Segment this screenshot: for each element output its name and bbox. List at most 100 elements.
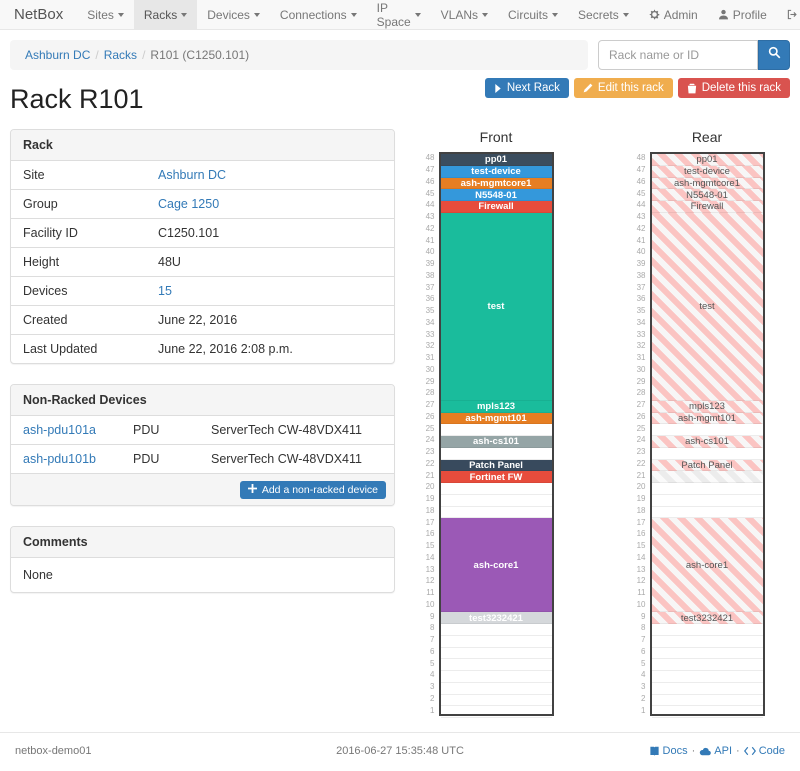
empty-unit — [440, 448, 552, 460]
rack-device-front[interactable]: ash-core1 — [440, 518, 552, 613]
footer-link-separator: · — [736, 745, 740, 757]
rack-device-rear[interactable]: mpls123 — [651, 400, 763, 413]
unit-number: 22 — [425, 458, 435, 468]
rack-device-front[interactable]: Fortinet FW — [440, 471, 552, 483]
rack-device-rear[interactable]: ash-mgmtcore1 — [651, 177, 763, 190]
empty-unit — [440, 624, 552, 636]
rack-device-front[interactable]: ash-mgmtcore1 — [440, 177, 552, 190]
empty-unit — [651, 424, 763, 436]
footer-hostname: netbox-demo01 — [15, 745, 92, 757]
rack-device-rear[interactable] — [651, 471, 763, 483]
empty-unit — [651, 483, 763, 495]
rack-device-front[interactable]: mpls123 — [440, 400, 552, 413]
nav-item-circuits[interactable]: Circuits — [498, 0, 568, 29]
rack-device-front[interactable]: Firewall — [440, 201, 552, 213]
unit-number: 5 — [430, 658, 435, 668]
edit-rack-button[interactable]: Edit this rack — [573, 78, 673, 98]
unit-number: 41 — [636, 235, 646, 245]
rack-device-rear[interactable]: ash-core1 — [651, 518, 763, 613]
unit-number: 42 — [636, 223, 646, 233]
non-racked-devices-panel: Non-Racked Devices ash-pdu101a PDU ServerT… — [10, 384, 395, 506]
search-button[interactable] — [758, 40, 790, 70]
caret-down-icon — [117, 13, 124, 17]
nav-item-devices[interactable]: Devices — [197, 0, 270, 29]
rack-device-rear[interactable]: N5548-01 — [651, 189, 763, 201]
front-elevation: Front 48 47 46 45 44 43 42 41 40 39 38 37 36 35 34 33 32… — [421, 129, 554, 718]
unit-number: 22 — [636, 458, 646, 468]
device-link[interactable]: ash-pdu101a — [23, 423, 96, 437]
rack-device-front[interactable]: test3232421 — [440, 612, 552, 624]
rack-device-front[interactable]: Patch Panel — [440, 459, 552, 472]
nav-item-secrets[interactable]: Secrets — [568, 0, 639, 29]
unit-number: 30 — [425, 364, 435, 374]
empty-unit — [651, 636, 763, 648]
trash-icon — [687, 83, 697, 94]
rack-device-front[interactable]: ash-cs101 — [440, 436, 552, 448]
nav-item-racks[interactable]: Racks — [133, 0, 198, 29]
rack-attribute-row: Last Updated June 22, 2016 2:08 p.m. — [11, 334, 394, 363]
attribute-value-link[interactable]: Cage 1250 — [158, 197, 220, 211]
rack-device-rear[interactable]: test — [651, 212, 763, 401]
nav-item-profile[interactable]: Profile — [708, 0, 777, 29]
empty-unit — [440, 683, 552, 695]
unit-number: 5 — [641, 658, 646, 668]
delete-rack-button[interactable]: Delete this rack — [677, 78, 790, 98]
empty-unit — [651, 659, 763, 671]
unit-number: 7 — [641, 635, 646, 645]
brand-logo[interactable]: NetBox — [14, 6, 64, 23]
rack-device-front[interactable]: test — [440, 212, 552, 401]
nav-item-vlans[interactable]: VLANs — [431, 0, 498, 29]
rack-device-rear[interactable]: Firewall — [651, 201, 763, 213]
footer-timestamp: 2016-06-27 15:35:48 UTC — [336, 745, 464, 757]
empty-unit — [651, 448, 763, 460]
add-non-racked-device-button[interactable]: Add a non-racked device — [239, 481, 386, 499]
footer-link-api[interactable]: API — [699, 745, 732, 757]
attribute-value-link[interactable]: 15 — [158, 284, 172, 298]
rack-panel: Rack Site Ashburn DC Group Cage 1250 Facilit… — [10, 129, 395, 364]
rack-device-rear[interactable]: ash-mgmt101 — [651, 412, 763, 425]
rack-device-rear[interactable]: pp01 — [651, 154, 763, 166]
footer-link-code[interactable]: Code — [743, 745, 785, 757]
attribute-value-link[interactable]: Ashburn DC — [158, 168, 227, 182]
unit-number: 19 — [636, 494, 646, 504]
footer-links: Docs · API · Code — [531, 745, 785, 757]
rack-device-rear[interactable]: test-device — [651, 165, 763, 178]
unit-number: 14 — [425, 552, 435, 562]
attribute-label: Facility ID — [23, 226, 78, 240]
search-icon — [768, 46, 781, 64]
non-racked-panel-footer: Add a non-racked device — [11, 473, 394, 505]
breadcrumb-item[interactable]: Ashburn DC — [25, 48, 91, 62]
rack-device-rear[interactable]: ash-cs101 — [651, 436, 763, 448]
unit-number: 8 — [641, 623, 646, 633]
rack-attribute-row: Site Ashburn DC — [11, 161, 394, 189]
nav-item-connections[interactable]: Connections — [270, 0, 367, 29]
unit-number: 1 — [430, 705, 435, 715]
breadcrumb-item[interactable]: Racks — [103, 48, 138, 62]
rack-attribute-row: Devices 15 — [11, 276, 394, 305]
unit-number: 11 — [426, 588, 435, 598]
rack-device-front[interactable]: ash-mgmt101 — [440, 412, 552, 425]
rack-device-front[interactable]: pp01 — [440, 154, 552, 166]
rack-device-front[interactable]: test-device — [440, 165, 552, 178]
nav-item-ip-space[interactable]: IP Space — [367, 0, 431, 29]
search-input[interactable] — [598, 40, 758, 70]
non-racked-panel-title: Non-Racked Devices — [11, 385, 394, 416]
unit-number: 26 — [425, 411, 435, 421]
unit-number: 25 — [636, 423, 646, 433]
unit-number: 45 — [425, 188, 435, 198]
footer-link-docs[interactable]: Docs — [649, 745, 688, 757]
unit-number: 40 — [425, 247, 435, 257]
rack-device-front[interactable]: N5548-01 — [440, 189, 552, 201]
unit-number: 35 — [636, 306, 646, 316]
device-link[interactable]: ash-pdu101b — [23, 452, 96, 466]
rack-device-rear[interactable]: test3232421 — [651, 612, 763, 624]
attribute-label: Devices — [23, 284, 68, 298]
next-rack-button[interactable]: Next Rack — [484, 78, 569, 98]
unit-number: 24 — [425, 435, 435, 445]
rack-device-rear[interactable]: Patch Panel — [651, 459, 763, 472]
unit-number: 30 — [636, 364, 646, 374]
non-racked-device-row: ash-pdu101b PDU ServerTech CW-48VDX411 — [11, 444, 394, 473]
nav-item-sites[interactable]: Sites — [77, 0, 134, 29]
nav-item-admin[interactable]: Admin — [639, 0, 708, 29]
nav-item-logout[interactable]: Log out — [777, 0, 800, 29]
